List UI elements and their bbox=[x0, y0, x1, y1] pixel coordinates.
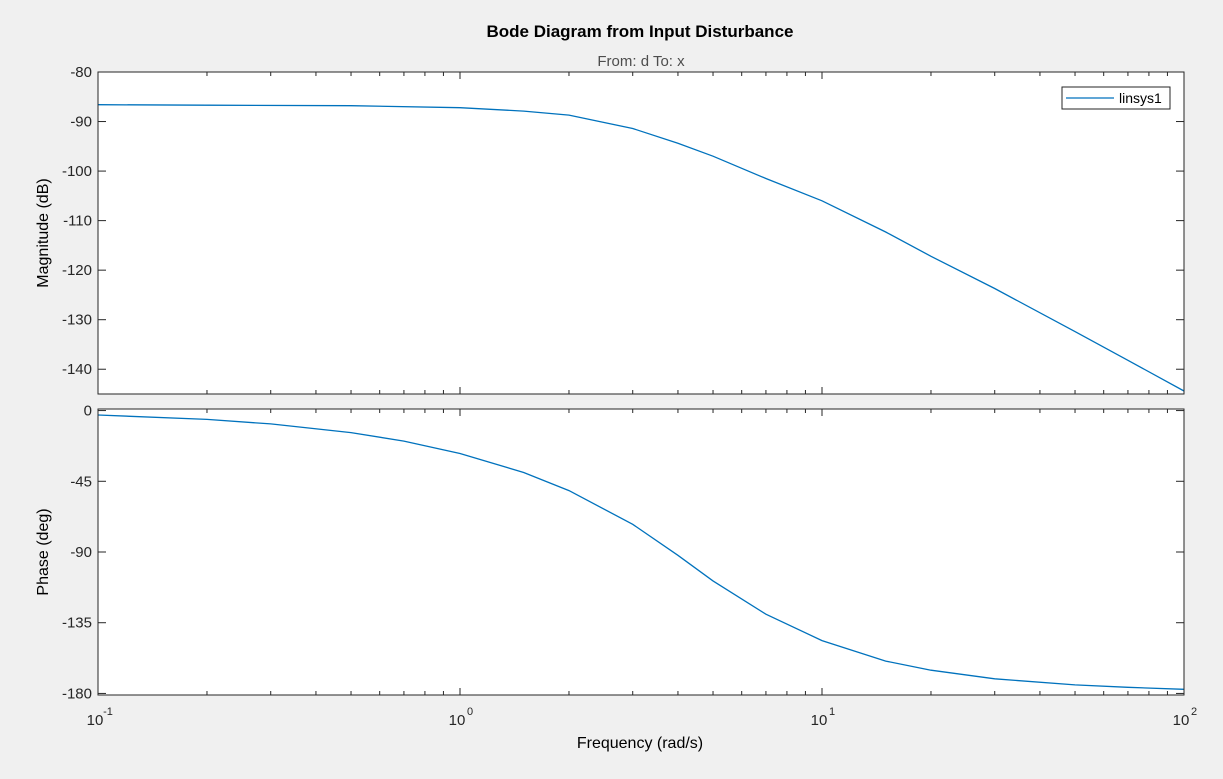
x-tick-label: 10 1 bbox=[811, 706, 835, 729]
x-tick-label: 10 -1 bbox=[87, 706, 113, 729]
phase-x-ticks bbox=[97, 409, 1168, 695]
legend-box bbox=[1061, 86, 1171, 110]
phase-ylabel: Phase (deg) bbox=[35, 508, 52, 595]
x-axis-label: Frequency (rad/s) bbox=[577, 735, 703, 752]
chart-title: Bode Diagram from Input Disturbance bbox=[487, 22, 794, 41]
legend[interactable]: linsys1 bbox=[1061, 86, 1171, 110]
legend-entry-linsys1: linsys1 bbox=[1119, 90, 1162, 106]
svg-text:10: 10 bbox=[87, 712, 104, 729]
chart-subtitle: From: d To: x bbox=[597, 53, 685, 70]
y-tick-label: -45 bbox=[70, 473, 92, 490]
magnitude-ylabel: Magnitude (dB) bbox=[35, 178, 52, 287]
y-tick-label: -130 bbox=[62, 312, 92, 329]
phase-axes-background bbox=[98, 409, 1184, 695]
phase-axes-box bbox=[97, 408, 1185, 696]
svg-text:2: 2 bbox=[1191, 706, 1197, 718]
magnitude-series-line bbox=[97, 104, 1185, 392]
x-tick-labels: 10 -1 10 0 10 1 10 2 bbox=[87, 706, 1197, 729]
y-tick-label: -140 bbox=[62, 361, 92, 378]
svg-text:10: 10 bbox=[449, 712, 466, 729]
y-tick-label: -90 bbox=[70, 544, 92, 561]
svg-text:10: 10 bbox=[1173, 712, 1190, 729]
magnitude-axes-box bbox=[97, 71, 1185, 395]
phase-series-line bbox=[97, 414, 1185, 690]
y-tick-label: -100 bbox=[62, 163, 92, 180]
magnitude-y-ticks: -80 -90 -100 -110 -120 -130 -140 bbox=[62, 64, 1184, 378]
y-tick-label: -80 bbox=[70, 64, 92, 81]
phase-panel: 0-45-90-135-180 Phase (deg) 10 -1 10 0 10 1 10… bbox=[35, 403, 1197, 729]
svg-text:0: 0 bbox=[467, 706, 473, 718]
y-tick-label: 0 bbox=[84, 403, 92, 420]
y-tick-label: -180 bbox=[62, 685, 92, 702]
magnitude-axes-background bbox=[98, 72, 1184, 394]
y-tick-label: -110 bbox=[63, 213, 92, 230]
y-tick-label: -135 bbox=[62, 615, 92, 632]
phase-y-ticks: 0 -45 -90 -135 -180 bbox=[62, 403, 1184, 702]
magnitude-x-ticks bbox=[97, 72, 1168, 394]
svg-text:-1: -1 bbox=[103, 706, 113, 718]
y-tick-label: -90 bbox=[70, 114, 92, 131]
svg-text:10: 10 bbox=[811, 712, 828, 729]
y-tick-label: -120 bbox=[62, 262, 92, 279]
magnitude-panel: -80 -90 -100 -110 -120 -130 -140 Magnitude (dB… bbox=[35, 64, 1185, 395]
x-tick-label: 10 0 bbox=[449, 706, 473, 729]
svg-text:1: 1 bbox=[829, 706, 835, 718]
x-tick-label: 10 2 bbox=[1173, 706, 1197, 729]
